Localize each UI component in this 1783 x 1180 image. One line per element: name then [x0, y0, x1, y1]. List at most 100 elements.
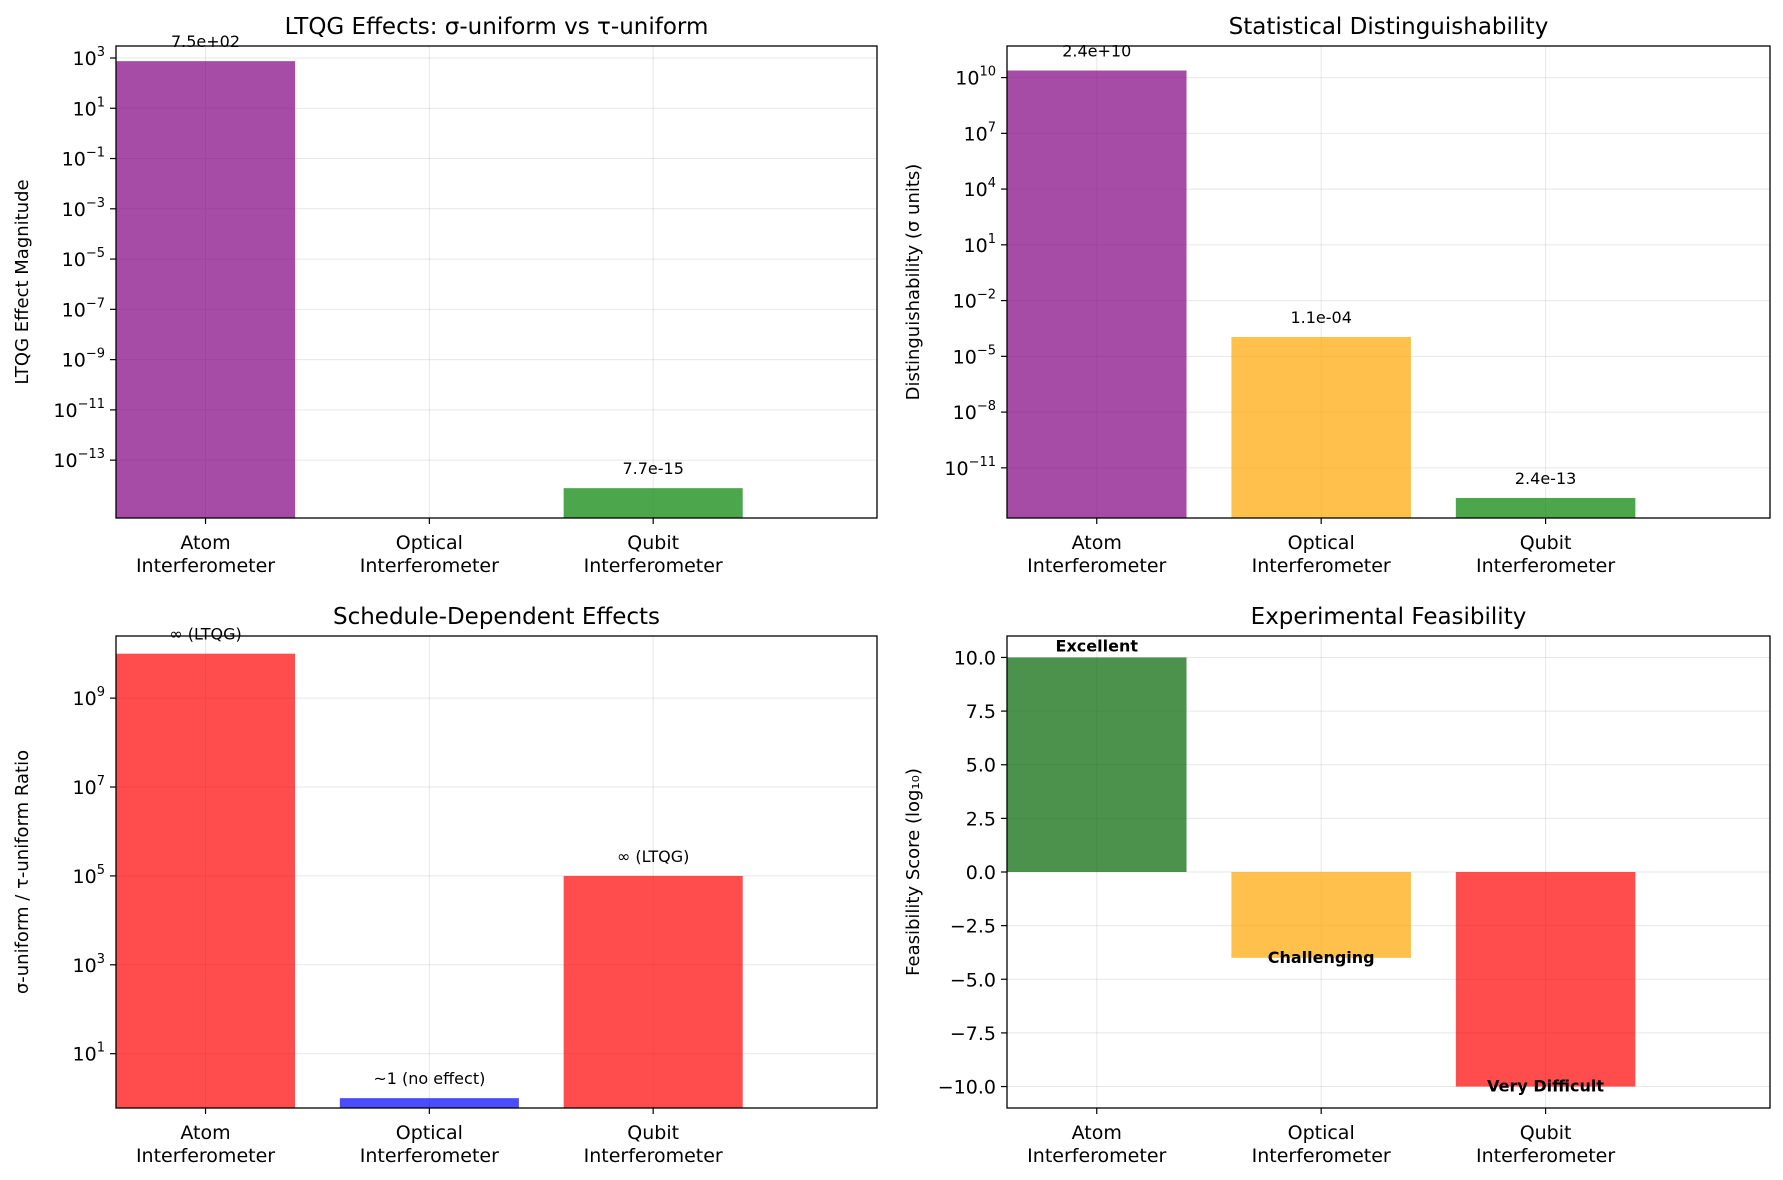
y-tick-label: 10−2 [953, 288, 996, 313]
x-tick-label: Qubit [1520, 532, 1572, 554]
y-tick-label: 104 [964, 176, 996, 201]
data-label: 2.4e+10 [1062, 42, 1131, 61]
y-tick-exponent: −1 [86, 146, 105, 161]
x-tick-label: Atom [1072, 1122, 1122, 1144]
chart-title: LTQG Effects: σ-uniform vs τ-uniform [285, 14, 709, 40]
data-label: 1.1e-04 [1290, 308, 1351, 327]
x-tick-label: Atom [180, 532, 230, 554]
y-tick-label: −2.5 [950, 916, 996, 938]
y-axis-label: Distinguishability (σ units) [903, 164, 924, 401]
data-label: ∞ (LTQG) [169, 625, 241, 644]
y-tick-exponent: −9 [86, 347, 105, 362]
data-label: 7.7e-15 [622, 459, 683, 478]
axes-frame [115, 635, 878, 1109]
chart-title: Statistical Distinguishability [1229, 14, 1549, 40]
bar [563, 488, 743, 518]
y-tick-label: 10−3 [62, 196, 105, 221]
bar [1455, 497, 1636, 518]
x-tick-label: Atom [180, 1122, 230, 1144]
y-tick-exponent: 1 [97, 1041, 105, 1056]
data-label: Excellent [1056, 636, 1139, 655]
y-tick-exponent: −3 [86, 196, 105, 211]
y-tick-label: 105 [73, 863, 105, 888]
y-tick-label: −7.5 [950, 1023, 996, 1045]
chart-title: Experimental Feasibility [1251, 604, 1527, 630]
x-tick-label: Interferometer [1476, 1145, 1615, 1167]
y-tick-label: 5.0 [966, 755, 996, 777]
x-tick-label: Atom [1072, 532, 1122, 554]
x-tick-label: Interferometer [136, 1145, 275, 1167]
y-tick-label: 101 [964, 232, 996, 257]
y-tick-exponent: 4 [988, 176, 996, 191]
y-tick-label: 107 [964, 120, 996, 145]
y-tick-label: 10−5 [953, 343, 996, 368]
x-tick-label: Optical [396, 532, 463, 554]
y-tick-exponent: −8 [977, 399, 996, 414]
x-tick-label: Optical [396, 1122, 463, 1144]
y-tick-label: 10−8 [953, 399, 996, 424]
x-tick-label: Interferometer [360, 555, 499, 577]
y-tick-label: 1010 [955, 65, 996, 90]
y-tick-label: 10−5 [62, 246, 105, 271]
bar [1007, 70, 1187, 518]
y-tick-label: 109 [73, 685, 105, 710]
y-tick-exponent: 7 [97, 774, 105, 789]
bar [339, 1098, 519, 1108]
data-label: Very Difficult [1487, 1077, 1604, 1096]
y-tick-label: 103 [73, 45, 105, 70]
y-tick-label: 101 [73, 1041, 105, 1066]
y-tick-label: 10−11 [944, 455, 996, 480]
x-tick-label: Optical [1288, 1122, 1355, 1144]
y-tick-exponent: 9 [97, 685, 105, 700]
x-tick-label: Interferometer [584, 555, 723, 577]
x-tick-label: Interferometer [1027, 555, 1166, 577]
axes-frame [115, 45, 878, 519]
y-tick-label: 10−9 [62, 347, 105, 372]
y-tick-exponent: 7 [988, 120, 996, 135]
bar [1455, 872, 1636, 1087]
y-tick-exponent: −5 [86, 246, 105, 261]
y-tick-label: 103 [73, 952, 105, 977]
y-tick-exponent: −7 [86, 296, 105, 311]
y-tick-label: 107 [73, 774, 105, 799]
data-label: Challenging [1268, 948, 1375, 967]
y-tick-label: 10.0 [954, 647, 996, 669]
y-tick-exponent: 1 [988, 232, 996, 247]
y-tick-label: 10−1 [62, 146, 105, 171]
x-tick-label: Qubit [627, 1122, 679, 1144]
y-tick-exponent: −11 [969, 455, 996, 470]
bar [563, 875, 743, 1108]
chart-title: Schedule-Dependent Effects [333, 604, 660, 630]
y-tick-exponent: 10 [979, 65, 996, 80]
y-tick-label: −10.0 [938, 1077, 996, 1099]
x-tick-label: Interferometer [1027, 1145, 1166, 1167]
y-tick-label: 101 [73, 95, 105, 120]
bar [1231, 872, 1411, 958]
y-tick-exponent: 3 [97, 45, 105, 60]
x-tick-label: Qubit [627, 532, 679, 554]
y-tick-label: 2.5 [966, 808, 996, 830]
panel-experimental-feasibility: Excellent Challenging Very Difficult 10.0 7.… [903, 604, 1771, 1167]
y-tick-exponent: 1 [97, 95, 105, 110]
x-tick-label: Interferometer [1252, 555, 1391, 577]
y-tick-label: 7.5 [966, 701, 996, 723]
y-tick-label: 10−13 [53, 447, 105, 472]
y-tick-exponent: 5 [97, 863, 105, 878]
y-tick-label: 10−11 [53, 397, 105, 422]
y-tick-exponent: 3 [97, 952, 105, 967]
data-label: ∞ (LTQG) [617, 847, 689, 866]
y-tick-label: −5.0 [950, 969, 996, 991]
x-tick-label: Interferometer [360, 1145, 499, 1167]
y-tick-exponent: −13 [78, 447, 105, 462]
y-tick-exponent: −11 [78, 397, 105, 412]
y-axis-label: σ-uniform / τ-uniform Ratio [12, 750, 33, 994]
bar [1231, 336, 1411, 518]
panel-statistical-distinguishability: 2.4e+101.1e-042.4e-13101010710410110−210… [903, 14, 1771, 577]
panel-schedule-dependent-effects: ∞ (LTQG) ~1 (no effect) ∞ (LTQG) 109 107 105 1… [12, 604, 878, 1167]
data-label: 7.5e+02 [171, 32, 240, 51]
y-axis-label: Feasibility Score (log₁₀) [903, 768, 924, 976]
x-tick-label: Interferometer [584, 1145, 723, 1167]
x-tick-label: Interferometer [1476, 555, 1615, 577]
y-axis-label: LTQG Effect Magnitude [12, 179, 33, 384]
